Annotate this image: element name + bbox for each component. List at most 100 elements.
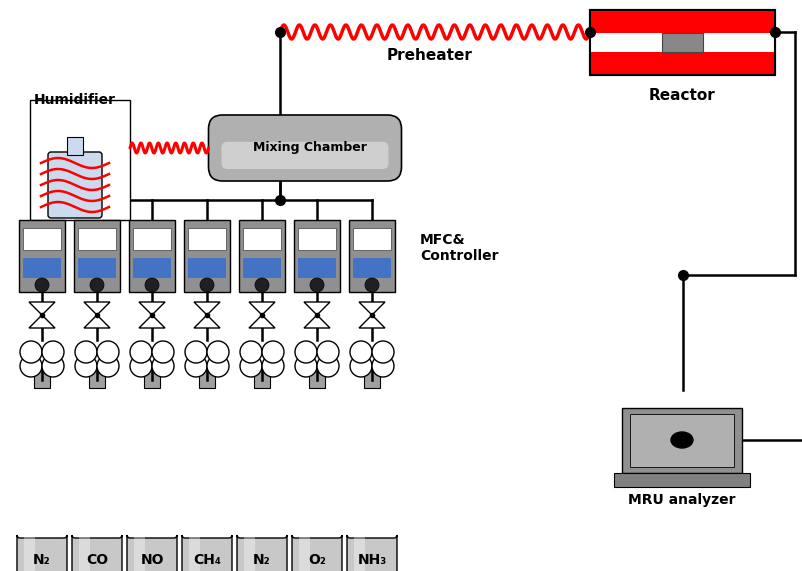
Polygon shape xyxy=(249,315,275,328)
Bar xyxy=(188,228,226,250)
Ellipse shape xyxy=(671,432,693,448)
Circle shape xyxy=(207,341,229,363)
Bar xyxy=(614,472,750,486)
Text: O₂: O₂ xyxy=(308,553,326,567)
Circle shape xyxy=(295,341,317,363)
Polygon shape xyxy=(194,315,220,328)
Circle shape xyxy=(262,355,284,377)
Bar xyxy=(353,258,391,278)
Polygon shape xyxy=(304,315,330,328)
Text: Mixing Chamber: Mixing Chamber xyxy=(253,142,367,155)
Circle shape xyxy=(90,278,104,292)
Circle shape xyxy=(200,278,214,292)
Text: Reactor: Reactor xyxy=(649,87,716,103)
Circle shape xyxy=(42,341,64,363)
Text: CH₄: CH₄ xyxy=(193,553,221,567)
Bar xyxy=(354,530,365,571)
Bar xyxy=(662,33,703,53)
Bar xyxy=(199,370,215,388)
Text: Humidifier: Humidifier xyxy=(34,93,116,107)
Bar xyxy=(622,408,742,472)
Text: N₂: N₂ xyxy=(33,553,51,567)
Bar xyxy=(590,10,775,75)
Polygon shape xyxy=(194,302,220,315)
Circle shape xyxy=(240,341,262,363)
Circle shape xyxy=(262,341,284,363)
Circle shape xyxy=(152,341,174,363)
Bar xyxy=(19,220,65,292)
Circle shape xyxy=(130,355,152,377)
Text: NH₃: NH₃ xyxy=(358,553,387,567)
Bar xyxy=(30,100,130,220)
FancyBboxPatch shape xyxy=(237,535,287,571)
Polygon shape xyxy=(359,315,385,328)
Bar xyxy=(189,530,200,571)
Circle shape xyxy=(295,355,317,377)
Bar xyxy=(129,220,175,292)
Bar xyxy=(133,258,171,278)
Circle shape xyxy=(20,355,42,377)
FancyBboxPatch shape xyxy=(221,142,388,169)
Bar xyxy=(590,10,775,33)
Circle shape xyxy=(152,355,174,377)
Circle shape xyxy=(317,341,339,363)
Bar xyxy=(254,370,270,388)
Circle shape xyxy=(20,341,42,363)
Bar xyxy=(243,228,281,250)
Circle shape xyxy=(130,341,152,363)
Circle shape xyxy=(255,278,269,292)
Bar xyxy=(590,10,775,75)
Polygon shape xyxy=(29,302,55,315)
Bar xyxy=(239,220,285,292)
Circle shape xyxy=(350,355,372,377)
Bar xyxy=(294,220,340,292)
Circle shape xyxy=(185,341,207,363)
FancyBboxPatch shape xyxy=(48,152,102,218)
Circle shape xyxy=(350,341,372,363)
FancyBboxPatch shape xyxy=(17,535,67,571)
Polygon shape xyxy=(139,302,165,315)
Polygon shape xyxy=(304,302,330,315)
Bar xyxy=(244,530,255,571)
Bar xyxy=(349,220,395,292)
Text: NO: NO xyxy=(140,553,164,567)
Bar xyxy=(23,258,61,278)
Bar xyxy=(34,370,50,388)
Circle shape xyxy=(75,355,97,377)
Circle shape xyxy=(317,355,339,377)
Bar xyxy=(188,258,226,278)
FancyBboxPatch shape xyxy=(127,535,177,571)
Polygon shape xyxy=(84,315,110,328)
Circle shape xyxy=(145,278,159,292)
Bar xyxy=(134,530,145,571)
Bar xyxy=(79,530,90,571)
FancyBboxPatch shape xyxy=(182,535,232,571)
FancyBboxPatch shape xyxy=(292,535,342,571)
Circle shape xyxy=(185,355,207,377)
Bar xyxy=(89,370,105,388)
Circle shape xyxy=(372,355,394,377)
FancyBboxPatch shape xyxy=(209,115,402,181)
Bar xyxy=(298,258,336,278)
Polygon shape xyxy=(29,315,55,328)
Circle shape xyxy=(35,278,49,292)
Bar xyxy=(78,228,116,250)
Bar xyxy=(184,220,230,292)
Circle shape xyxy=(365,278,379,292)
Polygon shape xyxy=(84,302,110,315)
Text: CO: CO xyxy=(86,553,108,567)
Bar xyxy=(24,530,35,571)
Bar xyxy=(630,413,734,467)
Text: N₂: N₂ xyxy=(253,553,271,567)
Polygon shape xyxy=(139,315,165,328)
Text: MFC&
Controller: MFC& Controller xyxy=(420,233,499,263)
Bar xyxy=(78,258,116,278)
Bar xyxy=(299,530,310,571)
FancyBboxPatch shape xyxy=(72,535,122,571)
Polygon shape xyxy=(359,302,385,315)
Polygon shape xyxy=(249,302,275,315)
Bar xyxy=(243,258,281,278)
Circle shape xyxy=(75,341,97,363)
Bar xyxy=(309,370,325,388)
Bar xyxy=(364,370,380,388)
